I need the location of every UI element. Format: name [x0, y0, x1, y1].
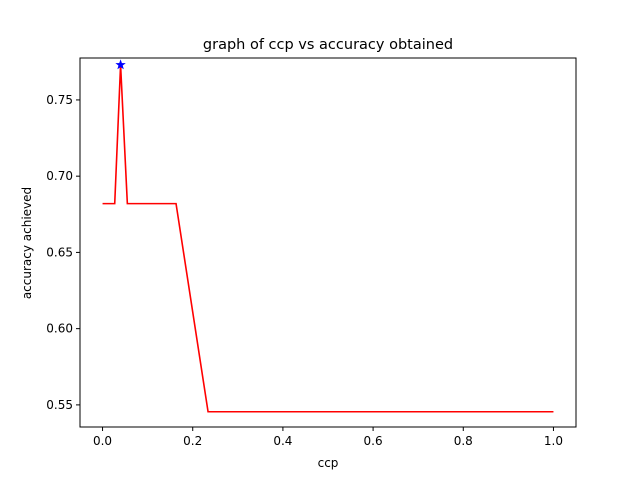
y-tick-label: 0.75 — [46, 93, 73, 107]
marker-layer — [115, 59, 126, 70]
x-tick-label: 0.4 — [273, 434, 292, 448]
x-tick-label: 0.8 — [454, 434, 473, 448]
y-tick-label: 0.65 — [46, 245, 73, 259]
plot-frame — [79, 57, 577, 428]
x-axis-label: ccp — [318, 456, 339, 470]
x-tick-label: 0.6 — [364, 434, 383, 448]
x-tick-label: 1.0 — [544, 434, 563, 448]
series-layer — [102, 64, 554, 413]
y-axis-label: accuracy achieved — [20, 187, 34, 299]
x-tick-label: 0.0 — [93, 434, 112, 448]
plot-area — [80, 58, 576, 427]
x-tick-label: 0.2 — [183, 434, 202, 448]
y-tick-label: 0.70 — [46, 169, 73, 183]
chart-title: graph of ccp vs accuracy obtained — [203, 37, 453, 53]
y-tick-label: 0.55 — [46, 398, 73, 412]
y-tick-label: 0.60 — [46, 322, 73, 336]
accuracy-series-line — [102, 64, 554, 413]
best-accuracy-star-marker — [115, 59, 126, 70]
